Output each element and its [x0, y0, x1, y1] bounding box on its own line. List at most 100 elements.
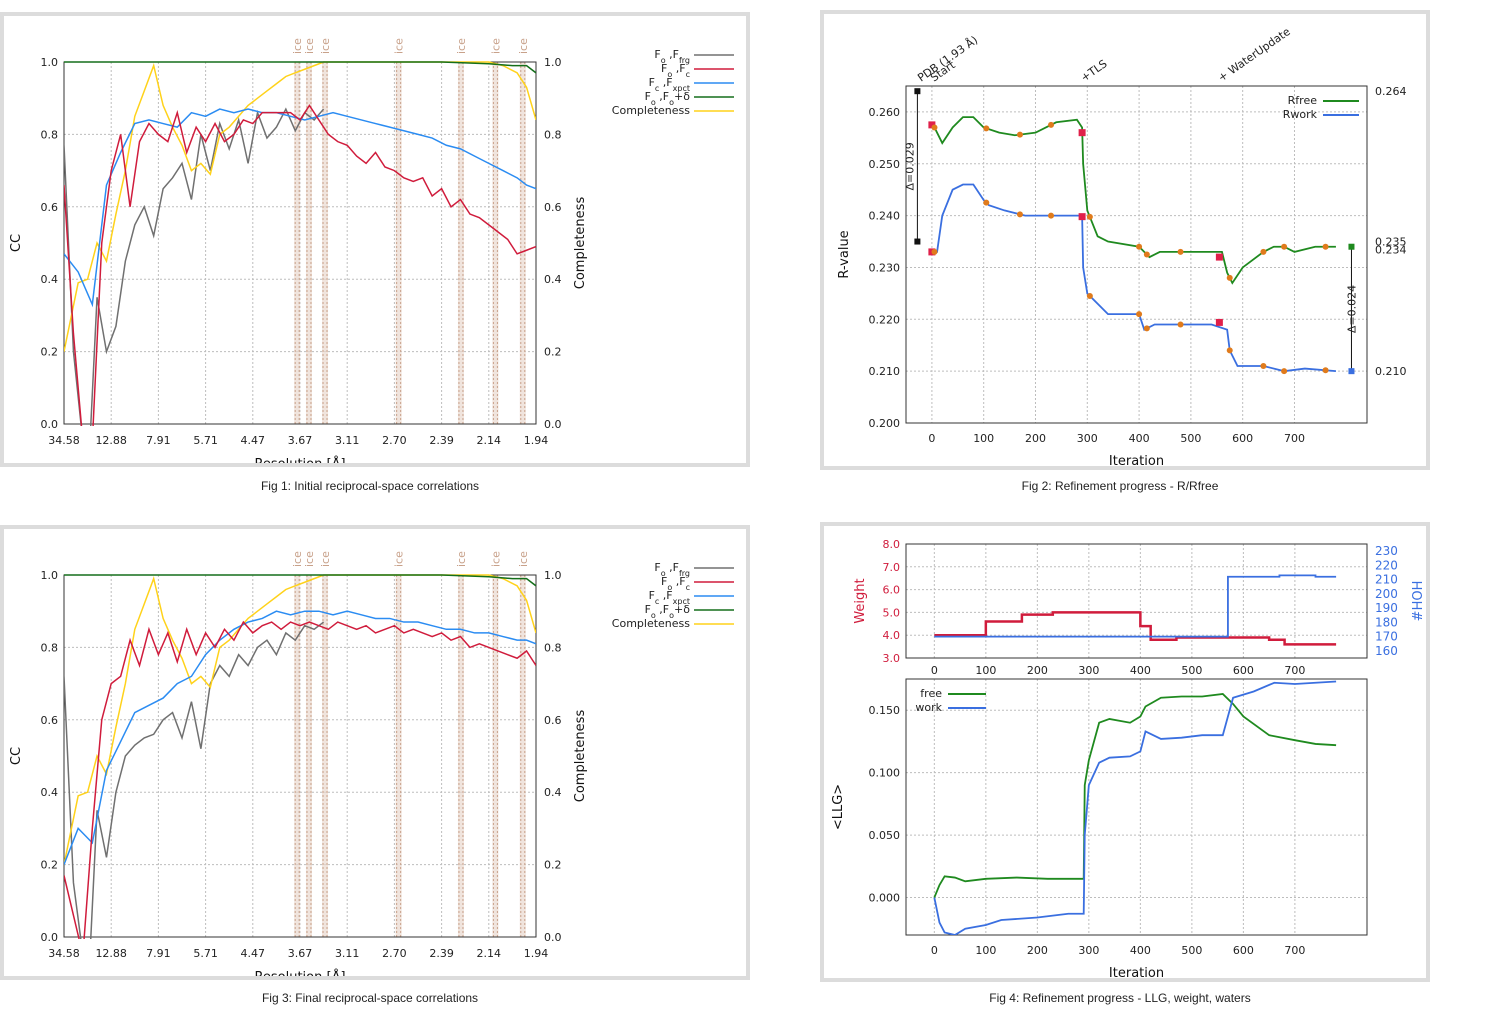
- top-annotation-label: +TLS: [1078, 57, 1109, 84]
- ice-ring-label: ice: [303, 38, 316, 54]
- series-line-Fo_Ffrg: [64, 107, 325, 426]
- y-tick-label: 0.2: [41, 859, 59, 872]
- y-tick-label-weight: 5.0: [883, 606, 901, 619]
- y-tick-label-weight: 8.0: [883, 538, 901, 551]
- checkpoint-marker-rwork: [931, 248, 938, 255]
- y-tick-label: 0.0: [41, 931, 59, 944]
- y-tick-label: 0.8: [41, 641, 59, 654]
- right-value-label: 0.235: [1375, 236, 1407, 249]
- series-line-Fo_Fo_delta: [64, 574, 536, 587]
- fig2-caption: Fig 2: Refinement progress - R/Rfree: [1021, 479, 1219, 493]
- x-tick-label: 4.47: [241, 434, 266, 447]
- delta-start-marker-bottom: [914, 238, 921, 245]
- x-tick-label: 200: [1027, 944, 1048, 957]
- fig1-panel: 0.0 0.0 0.2 0.2 0.4 0.4 0.6 0.6 0.8 0.8 1.0 1.0 34.5…: [0, 12, 750, 467]
- y2-tick-label: 0.4: [544, 273, 562, 286]
- x-tick-label: 600: [1233, 944, 1254, 957]
- x-tick-label: 500: [1180, 432, 1201, 445]
- x-tick-label: 2.39: [429, 434, 454, 447]
- fig4-panel: 3.0 4.0 5.0 6.0 7.0 8.0 160 170 180 190 200 210 220 2…: [820, 522, 1430, 982]
- ice-ring-band: [457, 575, 464, 937]
- x-tick-label: 7.91: [146, 434, 171, 447]
- x-tick-label: 0: [931, 664, 938, 677]
- y-axis-label: CC: [9, 234, 24, 252]
- x-tick-label: 1.94: [524, 947, 549, 960]
- x-tick-label: 4.47: [241, 947, 266, 960]
- legend-label: work: [915, 701, 942, 714]
- y2-tick-label-hoh: 200: [1375, 587, 1398, 601]
- x-tick-label: 300: [1077, 432, 1098, 445]
- ice-ring-band: [305, 575, 312, 937]
- plot-frame-bottom: [905, 678, 1368, 936]
- x-tick-label: 12.88: [95, 947, 127, 960]
- checkpoint-marker-rwork: [1016, 211, 1023, 218]
- fig3-panel: 0.0 0.0 0.2 0.2 0.4 0.4 0.6 0.6 0.8 0.8 1.0 1.0 34.5…: [0, 525, 750, 980]
- y2-tick-label: 0.4: [544, 786, 562, 799]
- x-tick-label: 600: [1232, 432, 1253, 445]
- y-tick-label: 0.100: [869, 767, 901, 780]
- x-tick-label: 200: [1027, 664, 1048, 677]
- x-tick-label: 700: [1284, 432, 1305, 445]
- series-line-work: [933, 680, 1337, 935]
- y-axis-label: CC: [9, 747, 24, 765]
- legend-label: Rwork: [1283, 108, 1318, 121]
- ice-ring-band: [395, 62, 402, 424]
- y-tick-label: 0.150: [869, 704, 901, 717]
- y2-tick-label: 0.2: [544, 346, 562, 359]
- y2-tick-label: 0.6: [544, 201, 562, 214]
- y-tick-label-weight: 7.0: [883, 561, 901, 574]
- y-tick-label-weight: 6.0: [883, 584, 901, 597]
- checkpoint-marker-rfree: [1260, 248, 1267, 255]
- delta-end-marker-top: [1348, 243, 1355, 250]
- delta-end-marker-bottom: [1348, 368, 1355, 375]
- x-tick-label: 1.94: [524, 434, 549, 447]
- x-axis-label: Iteration: [1109, 454, 1164, 466]
- y-axis-label: R-value: [837, 230, 852, 278]
- series-line-Fo_Fc: [64, 620, 536, 939]
- ice-ring-label: ice: [319, 551, 332, 567]
- y-tick-label: 0.4: [41, 786, 59, 799]
- legend-label: Fo ,Ffrg: [654, 561, 690, 578]
- y-tick-label: 0.250: [869, 158, 901, 171]
- y-tick-label: 0.240: [869, 210, 901, 223]
- series-line-free: [933, 693, 1337, 898]
- x-axis-label: Resolution [Å]: [254, 969, 345, 976]
- plot-frame-top: [905, 543, 1368, 659]
- ice-ring-band: [294, 575, 301, 937]
- x-tick-label: 2.14: [477, 434, 502, 447]
- y2-tick-label-hoh: 230: [1375, 544, 1398, 558]
- checkpoint-marker-rfree: [1322, 243, 1329, 250]
- event-marker: [1078, 129, 1086, 137]
- y2-axis-label: Completeness: [573, 197, 588, 290]
- legend-label: Fc ,Fxpct: [649, 589, 690, 606]
- y2-tick-label: 1.0: [544, 56, 562, 69]
- y2-axis-label-hoh: HOH#: [1408, 581, 1423, 622]
- y-tick-label: 0.8: [41, 128, 59, 141]
- checkpoint-marker-rwork: [983, 199, 990, 206]
- ice-ring-band: [294, 62, 301, 424]
- y2-tick-label-hoh: 220: [1375, 558, 1398, 572]
- x-tick-label: 2.70: [382, 947, 407, 960]
- ice-ring-band: [395, 575, 402, 937]
- x-tick-label: 34.58: [48, 434, 80, 447]
- x-tick-label: 300: [1078, 944, 1099, 957]
- y2-tick-label: 0.2: [544, 859, 562, 872]
- checkpoint-marker-rfree: [1136, 243, 1143, 250]
- ice-ring-band: [519, 62, 526, 424]
- x-tick-label: 3.67: [288, 947, 313, 960]
- x-axis-label: Resolution [Å]: [254, 456, 345, 463]
- series-line-Fc_Fxpct: [64, 610, 536, 865]
- checkpoint-marker-rfree: [1281, 243, 1288, 250]
- checkpoint-marker-rwork: [1281, 368, 1288, 375]
- x-tick-label: 0: [928, 432, 935, 445]
- y-axis-label: <LLG>: [831, 784, 846, 830]
- y2-tick-label: 0.0: [544, 931, 562, 944]
- checkpoint-marker-rwork: [1226, 347, 1233, 354]
- x-tick-label: 3.11: [335, 434, 360, 447]
- checkpoint-marker-rwork: [1136, 311, 1143, 318]
- ice-ring-band: [492, 575, 499, 937]
- x-tick-label: 2.39: [429, 947, 454, 960]
- x-tick-label: 400: [1130, 664, 1151, 677]
- x-tick-label: 500: [1181, 944, 1202, 957]
- ice-ring-label: ice: [489, 38, 502, 54]
